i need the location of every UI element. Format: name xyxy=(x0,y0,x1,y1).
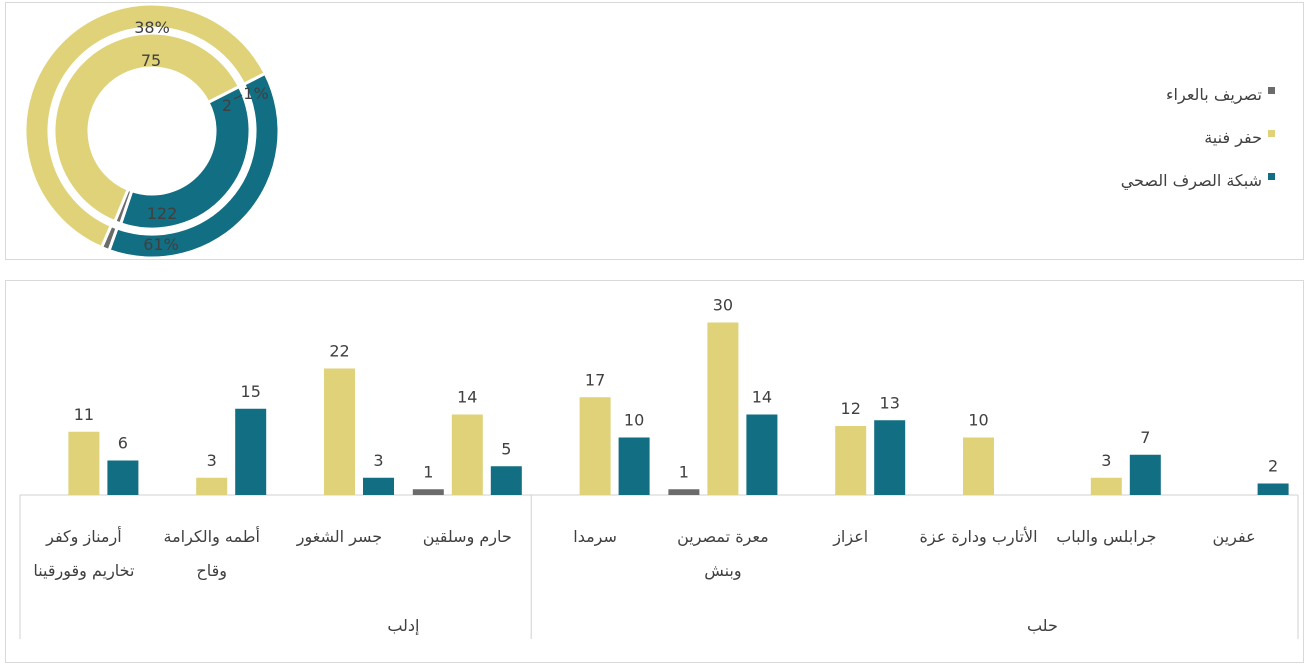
bar xyxy=(618,437,650,495)
bar xyxy=(235,408,267,495)
category-tick-label: الأتارب ودارة عزة xyxy=(919,526,1037,547)
bar-data-label: 2 xyxy=(1268,457,1278,476)
category-tick-label: وبنش xyxy=(704,561,741,581)
bar xyxy=(707,322,739,495)
bar-data-label: 12 xyxy=(841,399,861,418)
legend-swatch xyxy=(1268,86,1275,94)
bar xyxy=(1090,477,1122,495)
donut-data-label: 1% xyxy=(243,84,268,103)
bar-data-label: 6 xyxy=(118,434,128,453)
bar-chart: 2 عفرين 3 7 جرابلس والباب 10 الأتارب ودارة عزة… xyxy=(19,296,1299,639)
category-tick-label: معرة تمصرين xyxy=(677,527,769,547)
bar-data-label: 15 xyxy=(241,382,261,401)
bar xyxy=(1129,454,1161,495)
bar-data-label: 3 xyxy=(207,451,217,470)
donut-slice-inner xyxy=(52,31,242,224)
donut-data-label: 38% xyxy=(134,18,170,37)
category-tick-label: اعزاز xyxy=(832,527,868,547)
bar xyxy=(363,477,394,495)
bar xyxy=(107,460,139,495)
bar-data-label: 14 xyxy=(457,388,477,407)
legend-swatch xyxy=(1268,129,1275,137)
leader-line xyxy=(233,94,243,100)
bar-chart-panel: 2 عفرين 3 7 جرابلس والباب 10 الأتارب ودارة عزة… xyxy=(5,280,1304,663)
donut-data-label: 75 xyxy=(141,51,161,70)
bar xyxy=(68,431,100,495)
bar-data-label: 13 xyxy=(880,393,900,412)
bar xyxy=(668,489,700,495)
category-tick-label: تخاريم وقورقينا xyxy=(33,561,134,581)
legend-item-sewer-network: شبكة الصرف الصحي xyxy=(1121,169,1275,191)
bar-data-label: 3 xyxy=(373,451,383,470)
bar xyxy=(579,397,611,495)
donut-chart-panel: 38% 1% 61% 75 2 122 تصريف بالعراء حفر فنية شب… xyxy=(5,2,1304,260)
donut-data-label: 122 xyxy=(147,204,178,223)
bar-data-label: 22 xyxy=(329,342,349,361)
bar xyxy=(874,420,906,495)
donut-data-label: 2 xyxy=(222,96,232,115)
donut-slice-outer xyxy=(23,3,268,250)
bar xyxy=(1257,483,1289,495)
category-tick-label: أرمناز وكفر xyxy=(45,526,122,547)
donut-chart: 38% 1% 61% 75 2 122 xyxy=(23,3,281,259)
donut-slice-inner xyxy=(118,84,252,231)
chart-legend: تصريف بالعراء حفر فنية شبكة الصرف الصحي xyxy=(1121,83,1275,212)
bar xyxy=(196,477,228,495)
group-label: إدلب xyxy=(387,616,419,635)
bar-data-label: 1 xyxy=(679,462,689,481)
bar xyxy=(963,437,994,495)
category-tick-label: جسر الشغور xyxy=(296,527,382,547)
bar xyxy=(324,368,355,495)
bar-data-label: 30 xyxy=(713,296,733,315)
donut-data-label: 61% xyxy=(143,235,179,254)
bar-data-label: 17 xyxy=(585,370,605,389)
category-tick-label: أطمه والكرامة xyxy=(163,526,259,547)
bar-data-label: 14 xyxy=(752,388,772,407)
category-tick-label: جرابلس والباب xyxy=(1056,527,1156,547)
category-tick-label: سرمدا xyxy=(573,527,617,547)
bar xyxy=(835,426,867,495)
legend-swatch xyxy=(1268,172,1275,180)
bar-data-label: 10 xyxy=(624,411,644,430)
bar xyxy=(451,414,483,495)
bar-data-label: 5 xyxy=(501,439,511,458)
bar-data-label: 11 xyxy=(74,405,94,424)
legend-label: شبكة الصرف الصحي xyxy=(1120,170,1262,190)
legend-label: تصريف بالعراء xyxy=(1166,84,1262,104)
category-tick-label: عفرين xyxy=(1213,527,1256,547)
legend-item-open-discharge: تصريف بالعراء xyxy=(1121,83,1275,105)
legend-item-cesspits: حفر فنية xyxy=(1121,126,1275,148)
bar-data-label: 7 xyxy=(1140,428,1150,447)
group-label: حلب xyxy=(1027,616,1058,635)
legend-label: حفر فنية xyxy=(1204,127,1262,147)
bar xyxy=(490,466,522,495)
bar xyxy=(412,489,444,495)
bar-data-label: 3 xyxy=(1101,451,1111,470)
bar-data-label: 1 xyxy=(423,462,433,481)
category-tick-label: حارم وسلقين xyxy=(423,527,512,547)
bar-data-label: 10 xyxy=(968,411,988,430)
category-tick-label: وقاح xyxy=(196,561,227,581)
bar xyxy=(746,414,778,495)
